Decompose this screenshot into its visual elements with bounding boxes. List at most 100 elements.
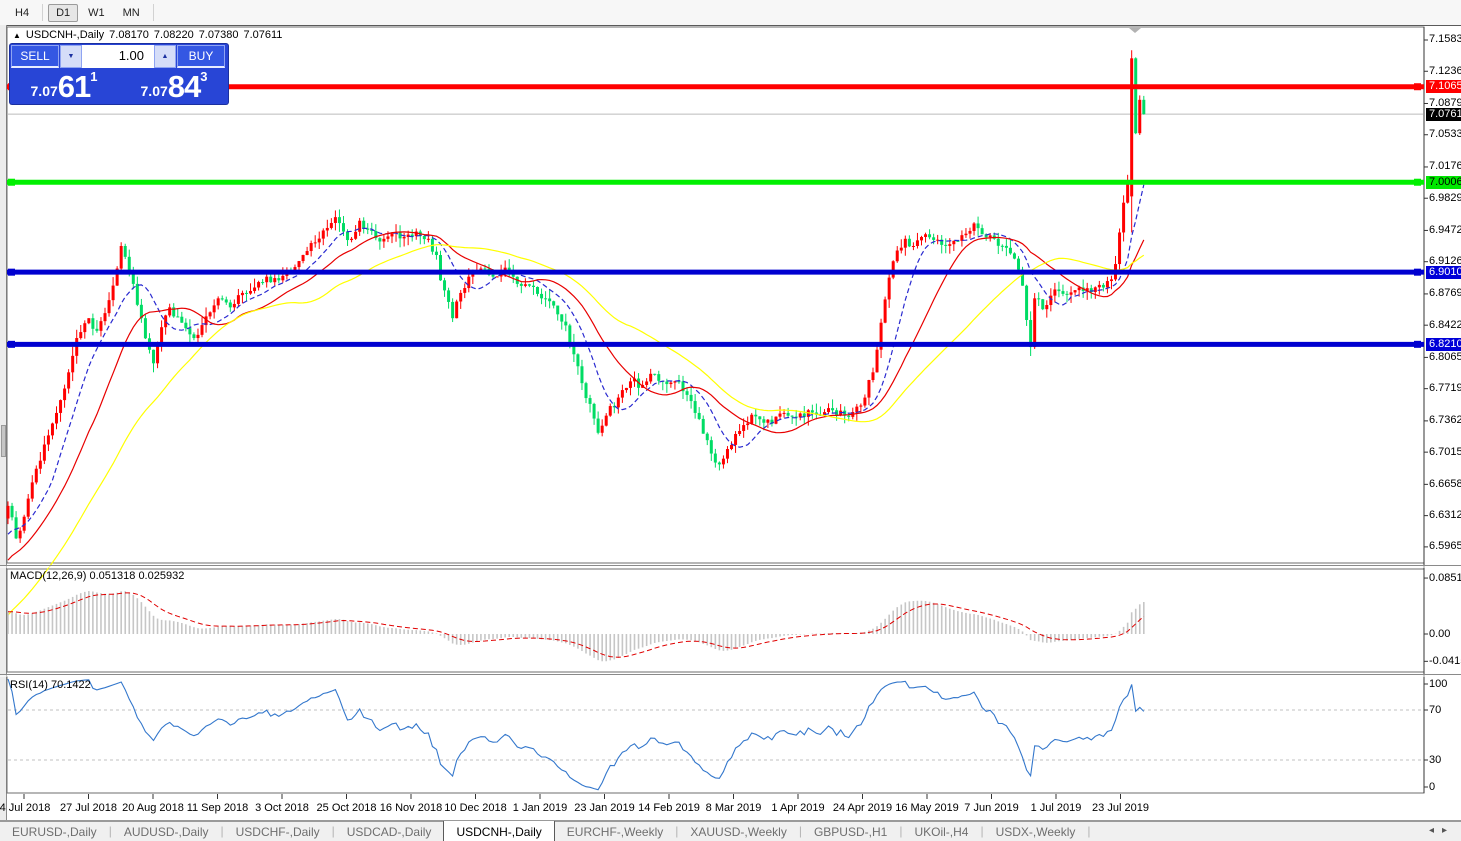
price-level-badge: 6.82103: [1426, 337, 1461, 351]
macd-axis-label: 0.00: [1429, 627, 1451, 640]
buy-price-pips: 84: [167, 69, 201, 104]
date-axis-label: 1 Jul 2019: [1030, 802, 1082, 814]
date-axis-label: 14 Feb 2019: [638, 802, 700, 814]
sell-price-base: 7.07: [30, 83, 58, 99]
price-axis-label: 6.77190: [1429, 382, 1461, 395]
date-axis-label: 23 Jan 2019: [574, 802, 635, 814]
buy-price-display[interactable]: 7.07 84 3: [121, 70, 227, 103]
price-axis-label: 7.05330: [1429, 128, 1461, 141]
one-click-trading-panel: SELL ▼ 1.00 ▲ BUY 7.07 61 1 7.07 84 3: [10, 44, 228, 104]
collapse-panel-icon[interactable]: ▲: [13, 31, 21, 40]
rsi-indicator-label: RSI(14) 70.1422: [10, 679, 91, 691]
macd-indicator-label: MACD(12,26,9) 0.051318 0.025932: [10, 570, 185, 582]
macd-axis-label: -0.04159: [1429, 654, 1461, 667]
sell-price-display[interactable]: 7.07 61 1: [11, 70, 117, 103]
date-axis-label: 27 Jul 2018: [60, 802, 117, 814]
price-axis-label: 6.87690: [1429, 287, 1461, 300]
price-axis-label: 6.73620: [1429, 414, 1461, 427]
rsi-level-lines: [8, 709, 1423, 761]
timeframe-toolbar: H4 D1 W1 MN: [0, 0, 1461, 25]
rsi-line: [7, 678, 1145, 791]
chart-tab-eurusd-daily[interactable]: EURUSD-,Daily: [12, 825, 97, 839]
chart-tab-eurchf-weekly[interactable]: EURCHF-,Weekly: [566, 825, 664, 839]
ohlc-low: 7.07380: [198, 29, 239, 41]
macd-histogram: [7, 591, 1145, 662]
candles: [6, 50, 1146, 543]
chart-ohlc-header: ▲ USDCNH-,Daily 7.08170 7.08220 7.07380 7.076…: [13, 29, 287, 41]
rsi-axis-label: 100: [1429, 677, 1448, 690]
date-axis-label: 1 Jan 2019: [512, 802, 568, 814]
date-axis-label: 3 Oct 2018: [255, 802, 309, 814]
date-axis-label: 8 Mar 2019: [705, 802, 762, 814]
price-axis-label: 6.70155: [1429, 445, 1461, 458]
chart-tab-audusd-daily[interactable]: AUDUSD-,Daily: [123, 825, 209, 839]
out-of-range-marker-icon: [1129, 28, 1141, 33]
timeframe-button-d1[interactable]: D1: [48, 3, 79, 22]
volume-increase-button[interactable]: ▲: [154, 45, 176, 68]
date-axis-ticks: [23, 794, 1121, 799]
chart-tab-usdchf-daily[interactable]: USDCHF-,Daily: [235, 825, 320, 839]
date-axis-label: 24 Apr 2019: [832, 802, 893, 814]
price-axis: [1423, 27, 1428, 793]
macd-axis-label: 0.085164: [1429, 571, 1461, 584]
buy-button[interactable]: BUY: [177, 45, 225, 68]
moving-average-lines: [7, 184, 1145, 616]
chart-tab-usdcad-daily[interactable]: USDCAD-,Daily: [346, 825, 432, 839]
timeframe-button-h4[interactable]: H4: [15, 6, 30, 19]
price-axis-label: 6.80655: [1429, 350, 1461, 363]
price-axis-label: 6.66585: [1429, 477, 1461, 490]
price-axis-label: 6.63120: [1429, 509, 1461, 522]
price-axis-label: 7.15830: [1429, 33, 1461, 46]
price-level-badge: 6.90100: [1426, 265, 1461, 279]
date-axis-label: 7 Jun 2019: [964, 802, 1019, 814]
price-level-badge: 7.00068: [1426, 175, 1461, 189]
horizontal-level-lines[interactable]: [7, 83, 1424, 348]
volume-input[interactable]: 1.00: [82, 45, 154, 68]
rsi-axis-label: 70: [1429, 703, 1442, 716]
price-axis-label: 6.84225: [1429, 318, 1461, 331]
date-axis-label: 11 Sep 2018: [186, 802, 249, 814]
chart-symbol-period: USDCNH-,Daily: [25, 29, 105, 41]
price-axis-label: 6.91260: [1429, 255, 1461, 268]
sell-button[interactable]: SELL: [11, 45, 59, 68]
price-level-badge: 7.10651: [1426, 80, 1461, 94]
date-axis-label: 16 May 2019: [895, 802, 959, 814]
buy-price-base: 7.07: [140, 83, 168, 99]
date-axis-label: 16 Nov 2018: [379, 802, 443, 814]
date-axis-label: 20 Aug 2018: [122, 802, 184, 814]
pane-frames: [6, 26, 1425, 794]
splitter-thumb[interactable]: [1, 425, 6, 457]
rsi-axis-label: 0: [1429, 780, 1436, 793]
chart-tab-ukoil-h4[interactable]: UKOil-,H4: [914, 825, 969, 839]
buy-price-point: 3: [200, 69, 208, 84]
rsi-axis-label: 30: [1429, 753, 1442, 766]
volume-decrease-button[interactable]: ▼: [60, 45, 82, 68]
timeframe-button-mn[interactable]: MN: [122, 6, 140, 19]
price-axis-label: 6.59655: [1429, 540, 1461, 553]
chart-tab-xauusd-weekly[interactable]: XAUUSD-,Weekly: [690, 825, 787, 839]
price-axis-label: 6.98295: [1429, 191, 1461, 204]
date-axis-label: 1 Apr 2019: [771, 802, 825, 814]
ohlc-high: 7.08220: [153, 29, 194, 41]
date-axis-label: 10 Dec 2018: [444, 802, 507, 814]
chart-tab-usdcnh-daily[interactable]: USDCNH-,Daily: [443, 821, 555, 841]
tab-scroll-arrows[interactable]: ◂▸: [1428, 825, 1455, 836]
chart-tab-usdx-weekly[interactable]: USDX-,Weekly: [995, 825, 1076, 839]
ohlc-close: 7.07611: [243, 29, 283, 41]
ohlc-open: 7.08170: [109, 29, 149, 41]
price-axis-label: 6.94725: [1429, 223, 1461, 236]
timeframe-button-w1[interactable]: W1: [88, 6, 105, 19]
date-axis-label: 4 Jul 2018: [0, 802, 51, 814]
date-axis-label: 25 Oct 2018: [316, 802, 377, 814]
price-level-badge: 7.07611: [1426, 107, 1461, 121]
date-axis-label: 23 Jul 2019: [1092, 802, 1149, 814]
sell-price-point: 1: [90, 69, 98, 84]
price-axis-label: 7.01760: [1429, 160, 1461, 173]
chart-tab-gbpusd-h1[interactable]: GBPUSD-,H1: [813, 825, 888, 839]
chart-tab-bar: EURUSD-,Daily | AUDUSD-,Daily | USDCHF-,Dail…: [0, 821, 1461, 841]
price-axis-label: 7.12365: [1429, 64, 1461, 77]
sell-price-pips: 61: [57, 69, 91, 104]
price-axis-label: 7.08795: [1429, 96, 1461, 109]
